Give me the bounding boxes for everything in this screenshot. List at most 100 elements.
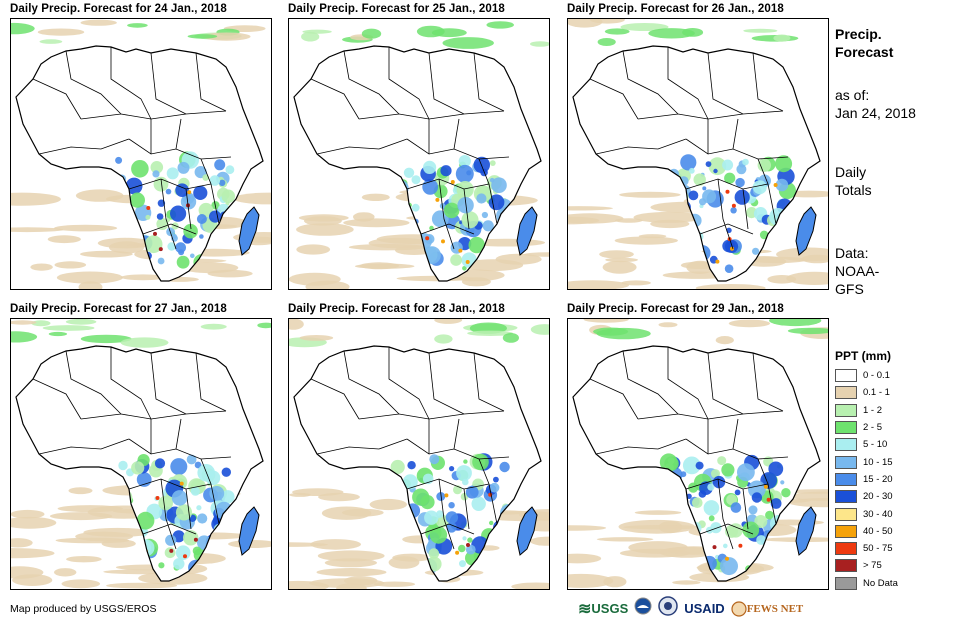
- sea-precip-patch: [309, 578, 385, 588]
- legend-swatch: [835, 386, 857, 400]
- fewsnet-logo: FEWS NET: [731, 600, 803, 617]
- legend-swatch: [835, 403, 857, 417]
- sea-precip-patch: [303, 216, 342, 226]
- legend-swatch: [835, 421, 857, 435]
- precip-cell: [446, 522, 457, 533]
- country-border: [473, 352, 505, 412]
- precip-cell: [192, 546, 202, 556]
- precip-cell: [695, 461, 704, 470]
- sea-precip-patch: [695, 284, 766, 289]
- sea-precip-patch: [614, 236, 678, 245]
- sea-precip-patch: [602, 260, 637, 274]
- madagascar: [516, 506, 538, 556]
- country-border: [200, 158, 220, 225]
- precip-cell: [186, 454, 197, 465]
- sea-precip-patch: [299, 335, 334, 341]
- country-border: [110, 47, 152, 120]
- sea-precip-patch: [31, 320, 51, 327]
- sea-precip-patch: [568, 573, 614, 588]
- side-title-line1: Precip.: [835, 26, 882, 42]
- sea-precip-patch: [369, 498, 407, 511]
- precip-cell-heavy: [725, 189, 730, 194]
- precip-cell: [752, 180, 767, 195]
- sea-precip-patch: [361, 193, 390, 201]
- dos-seal: [658, 596, 678, 621]
- country-border: [388, 47, 430, 120]
- country-border: [32, 78, 82, 120]
- precip-cell: [692, 497, 703, 508]
- precip-cell: [769, 553, 778, 562]
- precip-cell: [114, 208, 125, 219]
- precip-cell: [411, 175, 421, 185]
- precip-cell: [734, 489, 741, 496]
- precip-cell: [197, 513, 208, 524]
- precip-cell: [171, 490, 188, 506]
- sea-precip-patch: [672, 580, 701, 585]
- precip-cell: [770, 230, 783, 243]
- precip-cell: [756, 535, 766, 545]
- precip-cell: [190, 253, 195, 259]
- country-border: [310, 78, 360, 120]
- precip-cell: [489, 177, 495, 183]
- coastline: [15, 345, 264, 582]
- sea-precip-patch: [634, 510, 682, 515]
- country-border: [200, 458, 220, 525]
- precip-cell: [110, 176, 122, 188]
- sea-precip-patch: [359, 262, 400, 270]
- precip-cell: [156, 213, 164, 220]
- precip-cell: [708, 157, 727, 176]
- sea-precip-patch: [68, 487, 93, 495]
- precip-cell: [724, 172, 736, 184]
- country-border: [110, 347, 152, 420]
- legend-label: 15 - 20: [863, 473, 893, 485]
- precip-cell: [462, 536, 467, 541]
- precip-cell: [158, 562, 165, 569]
- precip-cell: [723, 543, 728, 549]
- legend-swatch: [835, 369, 857, 383]
- sea-precip-patch: [658, 322, 678, 328]
- legend-item: 30 - 40: [835, 505, 898, 522]
- precip-cell: [424, 510, 439, 525]
- precip-cell: [157, 257, 165, 265]
- precip-cell-heavy: [715, 259, 720, 264]
- sea-precip-patch: [296, 223, 354, 236]
- country-border: [160, 178, 177, 250]
- precip-cell: [668, 250, 682, 264]
- country-border: [420, 523, 475, 535]
- precip-cell: [166, 167, 179, 180]
- legend-item: 0 - 0.1: [835, 367, 898, 384]
- precip-cell: [710, 522, 722, 534]
- noaa-logo: [634, 597, 652, 620]
- country-border: [595, 438, 687, 455]
- legend-label: 10 - 15: [863, 456, 893, 468]
- sea-precip-patch: [568, 525, 607, 531]
- sea-precip-patch: [54, 261, 87, 269]
- country-border: [685, 178, 769, 190]
- precip-cell-heavy: [169, 548, 174, 553]
- precip-cell: [458, 155, 471, 168]
- precip-cell: [664, 256, 680, 272]
- precip-cell-heavy: [441, 239, 445, 244]
- sea-precip-patch: [301, 31, 320, 42]
- precip-cell: [493, 476, 499, 483]
- legend-swatch: [835, 559, 857, 573]
- country-border: [316, 138, 408, 155]
- precip-cell: [742, 521, 760, 539]
- precip-cell-heavy: [153, 231, 157, 236]
- precip-cell: [720, 557, 738, 576]
- sea-precip-patch: [530, 41, 549, 47]
- sea-precip-patch: [11, 566, 44, 579]
- madagascar: [238, 206, 260, 256]
- precip-cell: [779, 225, 784, 231]
- legend-item: > 75: [835, 557, 898, 574]
- precip-cell: [781, 488, 791, 498]
- precip-cell: [194, 461, 202, 469]
- precip-cell: [429, 454, 440, 465]
- precip-cell: [144, 235, 163, 254]
- precip-cell: [459, 560, 466, 568]
- country-border: [622, 50, 679, 115]
- sea-precip-patch: [11, 548, 55, 559]
- precip-cell: [221, 490, 235, 504]
- sea-precip-patch: [597, 38, 616, 46]
- precip-cell: [125, 259, 144, 277]
